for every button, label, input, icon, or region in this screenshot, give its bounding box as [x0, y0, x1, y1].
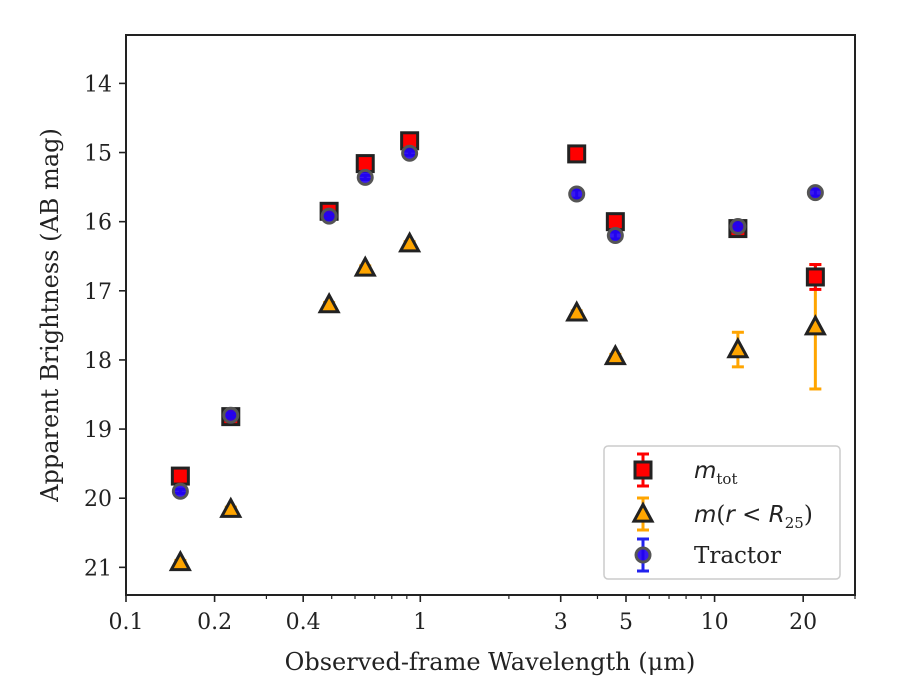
- y-tick-label: 14: [84, 72, 112, 97]
- square-point: [170, 466, 190, 486]
- legend-label-mtot: mtot: [694, 458, 738, 488]
- circle-point: [806, 184, 824, 202]
- x-tick-label: 5: [619, 610, 633, 635]
- triangle-point: [168, 549, 192, 572]
- legend-label-mr25: m(r < R25): [694, 502, 813, 532]
- y-tick-label: 21: [84, 556, 112, 581]
- data-marks: [168, 131, 827, 572]
- axis-ticks: 0.1 0.2 0.4 1 3 5 10 20 14 15 16 17 18 19 20 21: [84, 72, 856, 635]
- legend-triangle-marker: [631, 501, 655, 523]
- circle-point: [606, 226, 624, 244]
- triangle-point: [565, 300, 589, 322]
- triangle-point: [398, 231, 422, 253]
- x-tick-label: 1: [413, 610, 427, 635]
- x-tick-label: 10: [701, 610, 729, 635]
- x-axis-label: Observed-frame Wavelength (μm): [285, 648, 696, 676]
- circle-point: [356, 168, 374, 186]
- series-circle: [171, 144, 824, 500]
- legend-markers: [631, 452, 655, 573]
- y-tick-label: 20: [84, 487, 112, 512]
- y-tick-label: 19: [84, 418, 112, 443]
- square-point: [805, 267, 825, 287]
- circle-point: [171, 482, 189, 500]
- x-tick-label: 0.1: [109, 610, 144, 635]
- x-tick-label: 20: [789, 610, 817, 635]
- y-tick-label: 17: [84, 280, 112, 305]
- triangle-point: [219, 496, 243, 518]
- y-tick-label: 18: [84, 349, 112, 374]
- circle-point: [222, 406, 240, 424]
- triangle-point: [353, 255, 377, 277]
- legend-square-marker: [633, 460, 653, 480]
- triangle-point: [726, 336, 750, 359]
- legend-frame: [603, 445, 841, 580]
- x-tick-label: 0.4: [286, 610, 321, 635]
- circle-point: [568, 185, 586, 203]
- legend-label-tractor: Tractor: [694, 543, 781, 569]
- triangle-point: [603, 343, 627, 366]
- x-tick-label: 0.2: [197, 610, 232, 635]
- triangle-point: [803, 314, 827, 336]
- x-tick-label: 3: [554, 610, 568, 635]
- legend: mtot m(r < R25) Tractor: [603, 445, 841, 580]
- y-tick-label: 16: [84, 211, 112, 236]
- triangle-point: [317, 291, 341, 314]
- circle-point: [401, 144, 419, 162]
- circle-point: [320, 207, 338, 225]
- square-point: [567, 144, 587, 164]
- y-tick-label: 15: [84, 142, 112, 167]
- circle-point: [729, 218, 747, 236]
- legend-circle-marker: [634, 546, 652, 564]
- y-axis-label: Apparent Brightness (AB mag): [36, 128, 64, 503]
